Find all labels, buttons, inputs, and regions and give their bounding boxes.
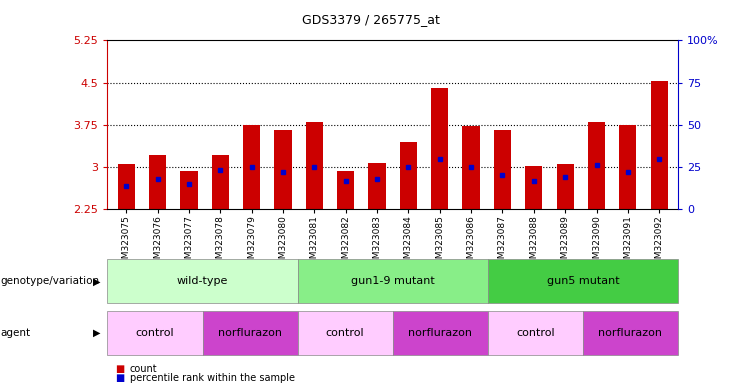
- Bar: [619, 125, 637, 209]
- Text: GDS3379 / 265775_at: GDS3379 / 265775_at: [302, 13, 439, 26]
- Text: agent: agent: [1, 328, 31, 338]
- Text: gun5 mutant: gun5 mutant: [547, 276, 619, 286]
- Text: wild-type: wild-type: [177, 276, 228, 286]
- Text: gun1-9 mutant: gun1-9 mutant: [350, 276, 435, 286]
- Text: ■: ■: [115, 373, 124, 383]
- Text: ■: ■: [115, 364, 124, 374]
- Bar: [588, 122, 605, 209]
- Bar: [556, 164, 574, 209]
- Bar: [651, 81, 668, 209]
- Text: control: control: [326, 328, 365, 338]
- Bar: [180, 171, 198, 209]
- Bar: [368, 163, 385, 209]
- Bar: [274, 131, 292, 209]
- Text: control: control: [136, 328, 174, 338]
- Bar: [400, 142, 417, 209]
- Text: count: count: [130, 364, 157, 374]
- Bar: [525, 166, 542, 209]
- Text: control: control: [516, 328, 555, 338]
- Text: norflurazon: norflurazon: [408, 328, 472, 338]
- Text: percentile rank within the sample: percentile rank within the sample: [130, 373, 295, 383]
- Text: ▶: ▶: [93, 276, 100, 286]
- Bar: [118, 164, 135, 209]
- Bar: [431, 88, 448, 209]
- Text: genotype/variation: genotype/variation: [1, 276, 100, 286]
- Bar: [494, 131, 511, 209]
- Bar: [149, 155, 166, 209]
- Bar: [337, 171, 354, 209]
- Bar: [243, 125, 260, 209]
- Bar: [212, 155, 229, 209]
- Text: ▶: ▶: [93, 328, 100, 338]
- Text: norflurazon: norflurazon: [599, 328, 662, 338]
- Bar: [462, 126, 479, 209]
- Text: norflurazon: norflurazon: [218, 328, 282, 338]
- Bar: [306, 122, 323, 209]
